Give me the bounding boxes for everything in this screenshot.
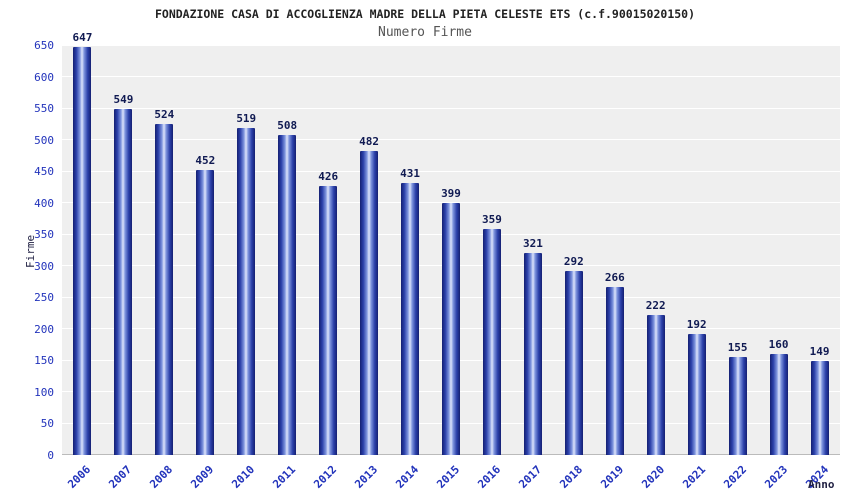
x-axis-tick-label: 2023 xyxy=(761,463,790,491)
x-axis-tick-label: 2019 xyxy=(598,463,626,491)
y-axis-tick-label: 550 xyxy=(34,102,54,116)
bar-value-label: 647 xyxy=(72,30,93,44)
chart-title: FONDAZIONE CASA DI ACCOGLIENZA MADRE DEL… xyxy=(154,7,696,21)
bar xyxy=(155,124,174,455)
x-axis-tick-label: 2007 xyxy=(106,463,135,491)
bar xyxy=(769,354,788,455)
bar-value-label: 160 xyxy=(768,338,789,352)
x-axis-tick-label: 2022 xyxy=(720,463,749,491)
bar xyxy=(605,287,624,455)
bar xyxy=(360,150,379,455)
x-axis-tick-label: 2014 xyxy=(393,463,422,491)
bar-value-label: 292 xyxy=(563,254,584,268)
bar xyxy=(523,252,542,455)
gridline xyxy=(62,202,840,204)
x-axis-tick-label: 2013 xyxy=(352,463,381,491)
bar-value-label: 524 xyxy=(154,108,175,122)
bar xyxy=(728,357,747,455)
bar-value-label: 431 xyxy=(400,167,420,181)
gridline xyxy=(62,44,840,46)
bar-value-label: 426 xyxy=(318,170,339,184)
x-axis-tick-label: 2021 xyxy=(679,463,708,491)
bar xyxy=(564,270,583,455)
x-axis-title: Anno xyxy=(808,478,835,491)
bar-value-label: 519 xyxy=(236,111,257,125)
x-axis-tick-label: 2006 xyxy=(65,463,94,491)
bar xyxy=(401,183,420,455)
x-axis-tick-label: 2012 xyxy=(311,463,340,491)
x-axis-tick-label: 2016 xyxy=(475,463,504,491)
y-axis-tick-label: 400 xyxy=(34,196,54,210)
bar-value-label: 155 xyxy=(727,341,748,355)
y-axis-title: Firme xyxy=(24,234,37,268)
bar-value-label: 508 xyxy=(277,118,298,132)
gridline xyxy=(62,107,840,109)
bar-value-label: 482 xyxy=(359,134,380,148)
y-axis-tick-label: 600 xyxy=(34,70,54,84)
y-axis-tick-label: 350 xyxy=(34,228,54,242)
x-axis-tick-label: 2011 xyxy=(270,463,299,491)
y-axis-tick-label: 50 xyxy=(40,417,54,431)
plot-area xyxy=(62,44,840,455)
bar-value-label: 149 xyxy=(809,345,830,358)
bar xyxy=(810,361,829,455)
bar xyxy=(319,186,338,455)
x-axis-tick-label: 2008 xyxy=(147,463,176,491)
bar-value-label: 192 xyxy=(686,317,707,331)
y-axis-tick-label: 200 xyxy=(34,322,54,336)
bar-value-label: 452 xyxy=(195,153,216,167)
y-axis-tick-label: 0 xyxy=(47,449,54,462)
bar xyxy=(442,203,460,455)
bar xyxy=(73,46,92,455)
gridline xyxy=(62,76,840,78)
bar xyxy=(278,134,297,455)
bar xyxy=(114,108,133,455)
bar xyxy=(482,228,501,455)
bar-value-label: 549 xyxy=(113,92,134,106)
x-axis-tick-label: 2015 xyxy=(434,463,463,491)
x-axis-tick-label: 2018 xyxy=(557,463,586,491)
x-axis-tick-label: 2017 xyxy=(516,463,545,491)
bar-value-label: 321 xyxy=(522,236,543,250)
y-axis-tick-label: 650 xyxy=(34,39,54,52)
bar xyxy=(196,169,215,455)
y-axis-tick-label: 450 xyxy=(34,165,54,179)
bar xyxy=(646,314,665,455)
y-axis-tick-label: 100 xyxy=(34,385,54,399)
gridline xyxy=(62,170,840,172)
y-axis-tick-label: 150 xyxy=(34,354,54,368)
chart-subtitle: Numero Firme xyxy=(378,25,472,40)
bar-value-label: 359 xyxy=(482,212,502,226)
bar xyxy=(237,127,256,455)
gridline xyxy=(62,139,840,141)
bar-value-label: 399 xyxy=(441,187,461,201)
x-axis-tick-label: 2009 xyxy=(188,463,217,491)
y-axis-tick-label: 300 xyxy=(34,259,54,273)
x-axis-tick-label: 2010 xyxy=(229,463,258,491)
bar xyxy=(687,333,706,455)
bar-value-label: 266 xyxy=(604,271,625,285)
y-axis-tick-label: 250 xyxy=(34,291,54,305)
bar-value-label: 222 xyxy=(645,298,666,312)
x-axis-tick-label: 2020 xyxy=(638,463,667,491)
y-axis-tick-label: 500 xyxy=(34,133,54,147)
